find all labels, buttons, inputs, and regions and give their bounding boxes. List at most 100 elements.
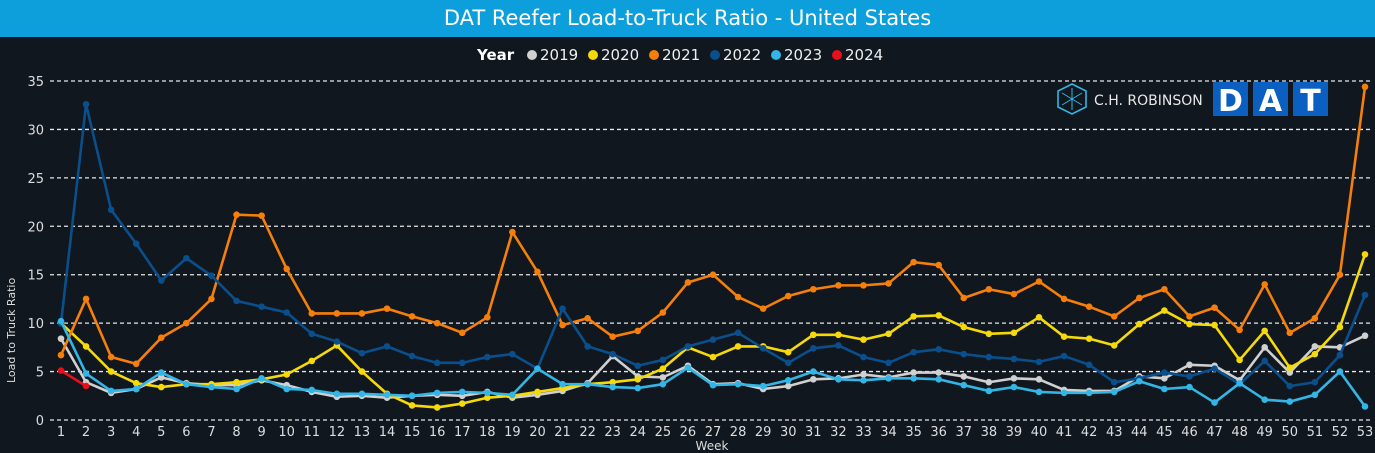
data-point[interactable]	[233, 297, 240, 305]
data-point[interactable]	[1161, 385, 1168, 393]
data-point[interactable]	[458, 400, 466, 407]
data-point[interactable]	[860, 336, 867, 343]
data-point[interactable]	[835, 331, 842, 339]
data-point[interactable]	[132, 360, 140, 368]
data-point[interactable]	[1010, 355, 1018, 363]
data-point[interactable]	[408, 402, 416, 409]
data-point[interactable]	[132, 385, 140, 393]
data-point[interactable]	[1136, 377, 1143, 385]
data-point[interactable]	[1361, 83, 1369, 91]
data-point[interactable]	[107, 368, 115, 375]
data-point[interactable]	[107, 387, 115, 395]
data-point[interactable]	[910, 375, 917, 382]
data-point[interactable]	[935, 261, 942, 269]
data-point[interactable]	[734, 380, 742, 388]
data-point[interactable]	[1161, 375, 1168, 382]
data-point[interactable]	[258, 303, 265, 310]
data-point[interactable]	[759, 345, 767, 352]
data-point[interactable]	[1035, 388, 1043, 396]
data-point[interactable]	[458, 329, 466, 337]
data-point[interactable]	[1035, 358, 1043, 366]
data-point[interactable]	[1286, 364, 1294, 371]
data-point[interactable]	[458, 359, 466, 367]
data-point[interactable]	[734, 329, 742, 337]
data-point[interactable]	[1236, 356, 1243, 364]
data-point[interactable]	[784, 348, 792, 356]
data-point[interactable]	[1236, 326, 1243, 334]
data-point[interactable]	[433, 319, 441, 327]
data-point[interactable]	[860, 376, 867, 384]
data-point[interactable]	[408, 313, 416, 320]
data-point[interactable]	[960, 381, 968, 389]
data-point[interactable]	[1211, 304, 1218, 311]
data-point[interactable]	[734, 293, 742, 301]
data-point[interactable]	[584, 380, 591, 388]
legend-item-2020[interactable]: 2020	[588, 46, 639, 64]
data-point[interactable]	[885, 375, 892, 382]
data-point[interactable]	[107, 353, 115, 361]
data-point[interactable]	[1161, 369, 1168, 376]
data-point[interactable]	[559, 380, 566, 388]
data-point[interactable]	[1035, 314, 1043, 321]
data-point[interactable]	[358, 390, 366, 398]
data-point[interactable]	[283, 371, 290, 378]
data-point[interactable]	[183, 380, 190, 388]
data-point[interactable]	[634, 362, 642, 370]
data-point[interactable]	[709, 271, 717, 279]
data-point[interactable]	[885, 280, 892, 287]
data-point[interactable]	[1261, 396, 1268, 403]
data-point[interactable]	[609, 383, 616, 391]
data-point[interactable]	[158, 277, 165, 284]
data-point[interactable]	[383, 343, 391, 350]
data-point[interactable]	[1311, 350, 1319, 358]
data-point[interactable]	[383, 305, 391, 312]
legend-item-2021[interactable]: 2021	[649, 46, 700, 64]
data-point[interactable]	[784, 382, 792, 390]
data-point[interactable]	[1110, 342, 1118, 349]
data-point[interactable]	[910, 258, 917, 266]
data-point[interactable]	[1336, 271, 1344, 279]
data-point[interactable]	[233, 385, 240, 393]
data-point[interactable]	[1311, 391, 1319, 399]
data-point[interactable]	[1236, 379, 1243, 387]
data-point[interactable]	[233, 211, 240, 218]
data-point[interactable]	[57, 335, 65, 342]
data-point[interactable]	[82, 382, 90, 390]
data-point[interactable]	[1085, 389, 1093, 397]
data-point[interactable]	[534, 268, 541, 276]
data-point[interactable]	[559, 305, 566, 312]
data-point[interactable]	[684, 343, 692, 350]
data-point[interactable]	[935, 345, 942, 353]
data-point[interactable]	[333, 338, 341, 345]
data-point[interactable]	[208, 272, 215, 279]
data-point[interactable]	[484, 389, 491, 397]
data-point[interactable]	[609, 378, 616, 386]
data-point[interactable]	[684, 279, 692, 286]
data-point[interactable]	[659, 309, 667, 316]
data-point[interactable]	[835, 282, 842, 289]
data-point[interactable]	[1361, 251, 1369, 258]
data-point[interactable]	[107, 206, 115, 214]
data-point[interactable]	[910, 348, 917, 356]
legend-item-2019[interactable]: 2019	[527, 46, 578, 64]
data-point[interactable]	[82, 295, 90, 303]
data-point[interactable]	[860, 371, 867, 378]
legend-item-2024[interactable]: 2024	[832, 46, 883, 64]
data-point[interactable]	[1261, 344, 1268, 351]
data-point[interactable]	[1060, 352, 1068, 360]
data-point[interactable]	[985, 378, 993, 386]
data-point[interactable]	[358, 310, 366, 317]
data-point[interactable]	[659, 356, 667, 364]
data-point[interactable]	[283, 309, 290, 316]
data-point[interactable]	[1286, 382, 1294, 390]
data-point[interactable]	[509, 391, 516, 399]
data-point[interactable]	[484, 353, 491, 361]
data-point[interactable]	[1010, 383, 1018, 391]
data-point[interactable]	[810, 285, 817, 293]
data-point[interactable]	[559, 321, 566, 329]
data-point[interactable]	[1060, 389, 1068, 397]
data-point[interactable]	[835, 342, 842, 349]
data-point[interactable]	[1311, 343, 1319, 350]
data-point[interactable]	[82, 343, 90, 350]
data-point[interactable]	[433, 404, 441, 411]
